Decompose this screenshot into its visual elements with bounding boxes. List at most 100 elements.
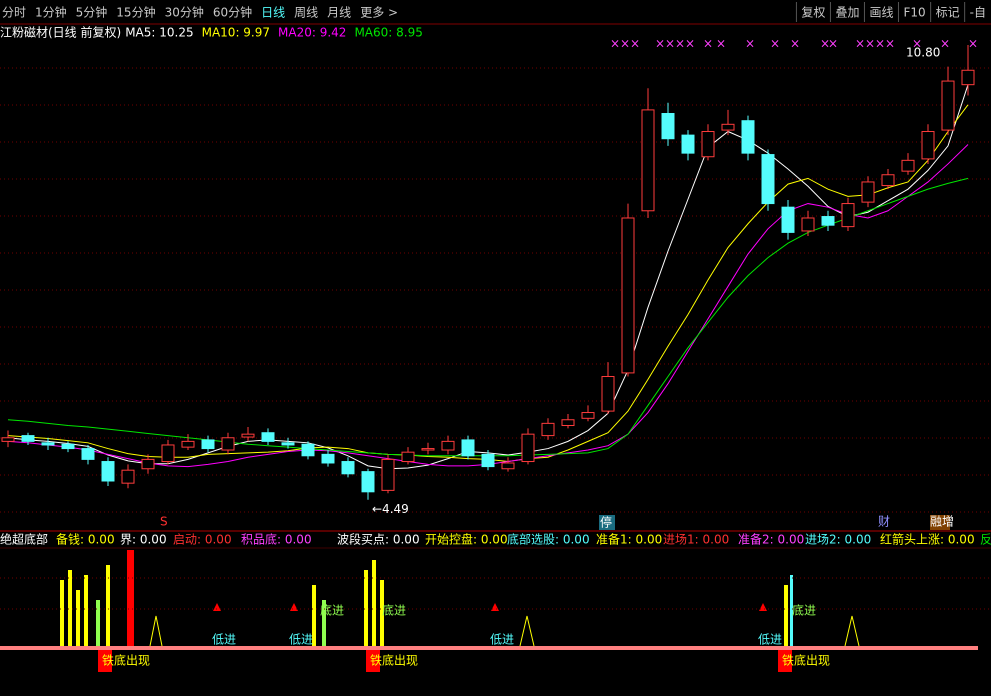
indicator-label: 底部选股: 0.00 xyxy=(507,532,590,547)
candle-body xyxy=(321,453,335,464)
x-marker: × xyxy=(875,37,885,51)
toolbar-tab[interactable]: 日线 xyxy=(261,6,285,20)
candle-body xyxy=(281,442,295,446)
toolbar-tab[interactable]: 30分钟 xyxy=(165,5,204,20)
indicator-label: 红箭头上涨: 0.00 xyxy=(880,532,975,547)
signal: 低进 xyxy=(212,633,236,647)
candle-body xyxy=(701,131,715,158)
bar xyxy=(322,600,326,646)
spike xyxy=(844,615,860,647)
toolbar-tab[interactable]: 分时 xyxy=(2,6,26,20)
x-marker: × xyxy=(912,37,922,51)
indicator-label: 积品底: 0.00 xyxy=(241,532,312,547)
toolbar-tab[interactable]: 月线 xyxy=(327,6,351,20)
candle-body xyxy=(961,69,975,86)
bar xyxy=(127,550,134,646)
candle-body xyxy=(221,437,235,451)
candle-body xyxy=(1,437,15,442)
x-marker: × xyxy=(855,37,865,51)
candle-body xyxy=(201,439,215,450)
signal-block xyxy=(778,650,792,672)
toolbar-tab[interactable]: 更多 > xyxy=(360,6,398,20)
x-marker: × xyxy=(940,37,950,51)
candle-body xyxy=(301,443,315,457)
indicator-label: 进场2: 0.00 xyxy=(805,533,871,547)
bar xyxy=(312,585,316,646)
marker: 停 xyxy=(600,515,612,530)
candle-body xyxy=(521,433,535,463)
candle-body xyxy=(581,412,595,419)
candle-body xyxy=(601,376,615,412)
marker: S xyxy=(160,515,168,529)
ma-line xyxy=(7,144,969,468)
candle-body xyxy=(721,123,735,131)
signal: 底进 xyxy=(382,603,406,618)
x-marker: × xyxy=(770,37,780,51)
bar xyxy=(380,580,384,646)
x-marker: × xyxy=(665,37,675,51)
toolbar-tab[interactable]: 60分钟 xyxy=(213,5,252,20)
candle-body xyxy=(881,174,895,187)
indicator-label: 准备2: 0.00 xyxy=(738,533,804,547)
candle-body xyxy=(501,462,515,470)
arrow xyxy=(290,603,298,611)
signal: 低进 xyxy=(758,633,782,647)
x-marker: × xyxy=(790,37,800,51)
bar xyxy=(60,580,64,646)
toolbar-tab[interactable]: 1分钟 xyxy=(35,5,67,20)
toolbar-tab[interactable]: 5分钟 xyxy=(76,5,108,20)
indicator-label: 界: 0.00 xyxy=(120,533,167,547)
legend-entry: MA10: 9.97 xyxy=(202,26,270,40)
x-marker: × xyxy=(716,37,726,51)
indicator-label: 反 xyxy=(980,533,991,547)
indicator-label: 波段买点: 0.00 xyxy=(337,532,420,547)
bar xyxy=(76,590,80,646)
candle-body xyxy=(61,443,75,450)
indicator-label: 备钱: 0.00 xyxy=(56,532,115,547)
candle-body xyxy=(681,134,695,154)
x-marker: × xyxy=(610,37,620,51)
candle-body xyxy=(181,440,195,448)
legend-entry: MA20: 9.42 xyxy=(278,26,346,40)
bar xyxy=(106,565,110,646)
candle-body xyxy=(781,206,795,233)
toolbar-button[interactable]: F10 xyxy=(903,6,925,20)
bar xyxy=(790,575,793,646)
x-marker: × xyxy=(820,37,830,51)
indicator-label: 绝超底部 xyxy=(0,532,48,547)
toolbar-button[interactable]: 叠加 xyxy=(835,6,859,20)
x-marker: × xyxy=(620,37,630,51)
toolbar-tab[interactable]: 周线 xyxy=(294,6,318,20)
signal: 底进 xyxy=(320,603,344,618)
candle-body xyxy=(81,448,95,460)
x-marker: × xyxy=(828,37,838,51)
toolbar-button[interactable]: 复权 xyxy=(801,6,825,20)
indicator-label: 启动: 0.00 xyxy=(173,533,232,547)
candle-body xyxy=(821,216,835,226)
candle-body xyxy=(141,458,155,470)
base-line xyxy=(0,646,978,650)
candle-body xyxy=(761,154,775,205)
indicator-label: 准备1: 0.00 xyxy=(596,533,662,547)
signal: 低进 xyxy=(289,633,313,647)
toolbar-button[interactable]: 标记 xyxy=(936,6,960,20)
candle-body xyxy=(241,433,255,438)
marker-box xyxy=(930,515,950,530)
toolbar-tab[interactable]: 15分钟 xyxy=(116,5,155,20)
candle-body xyxy=(381,458,395,491)
signal-block xyxy=(366,650,380,672)
candle-body xyxy=(741,120,755,154)
candle-body xyxy=(621,217,635,374)
candle-body xyxy=(901,159,915,172)
candle-body xyxy=(541,422,555,437)
marker: 融增 xyxy=(930,515,954,529)
x-marker: × xyxy=(675,37,685,51)
candle-body xyxy=(461,439,475,457)
low-label: ←4.49 xyxy=(372,502,409,516)
arrow xyxy=(213,603,221,611)
toolbar-button[interactable]: 画线 xyxy=(869,6,893,20)
toolbar-button[interactable]: -自 xyxy=(970,6,986,20)
signal: 低进 xyxy=(490,633,514,647)
